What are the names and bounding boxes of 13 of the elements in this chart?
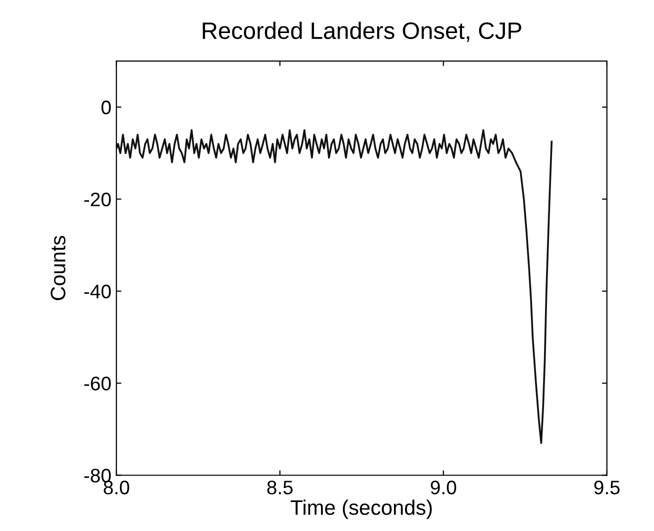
- y-tick-label: -80: [84, 468, 111, 482]
- x-tick-label: 9.5: [594, 480, 620, 494]
- line-series: [116, 129, 553, 444]
- x-tick-label: 8.5: [267, 480, 293, 494]
- x-tick-label: 9.0: [430, 480, 456, 494]
- y-tick-label: -60: [84, 376, 111, 390]
- y-tick-label: -20: [84, 192, 111, 206]
- chart-title: Recorded Landers Onset, CJP: [202, 22, 522, 42]
- y-tick-label: 0: [102, 100, 111, 114]
- y-tick-label: -40: [84, 284, 111, 298]
- x-axis-title: Time (seconds): [290, 500, 432, 520]
- y-axis-title: Counts: [50, 236, 66, 300]
- x-tick-label: 8.0: [104, 480, 130, 494]
